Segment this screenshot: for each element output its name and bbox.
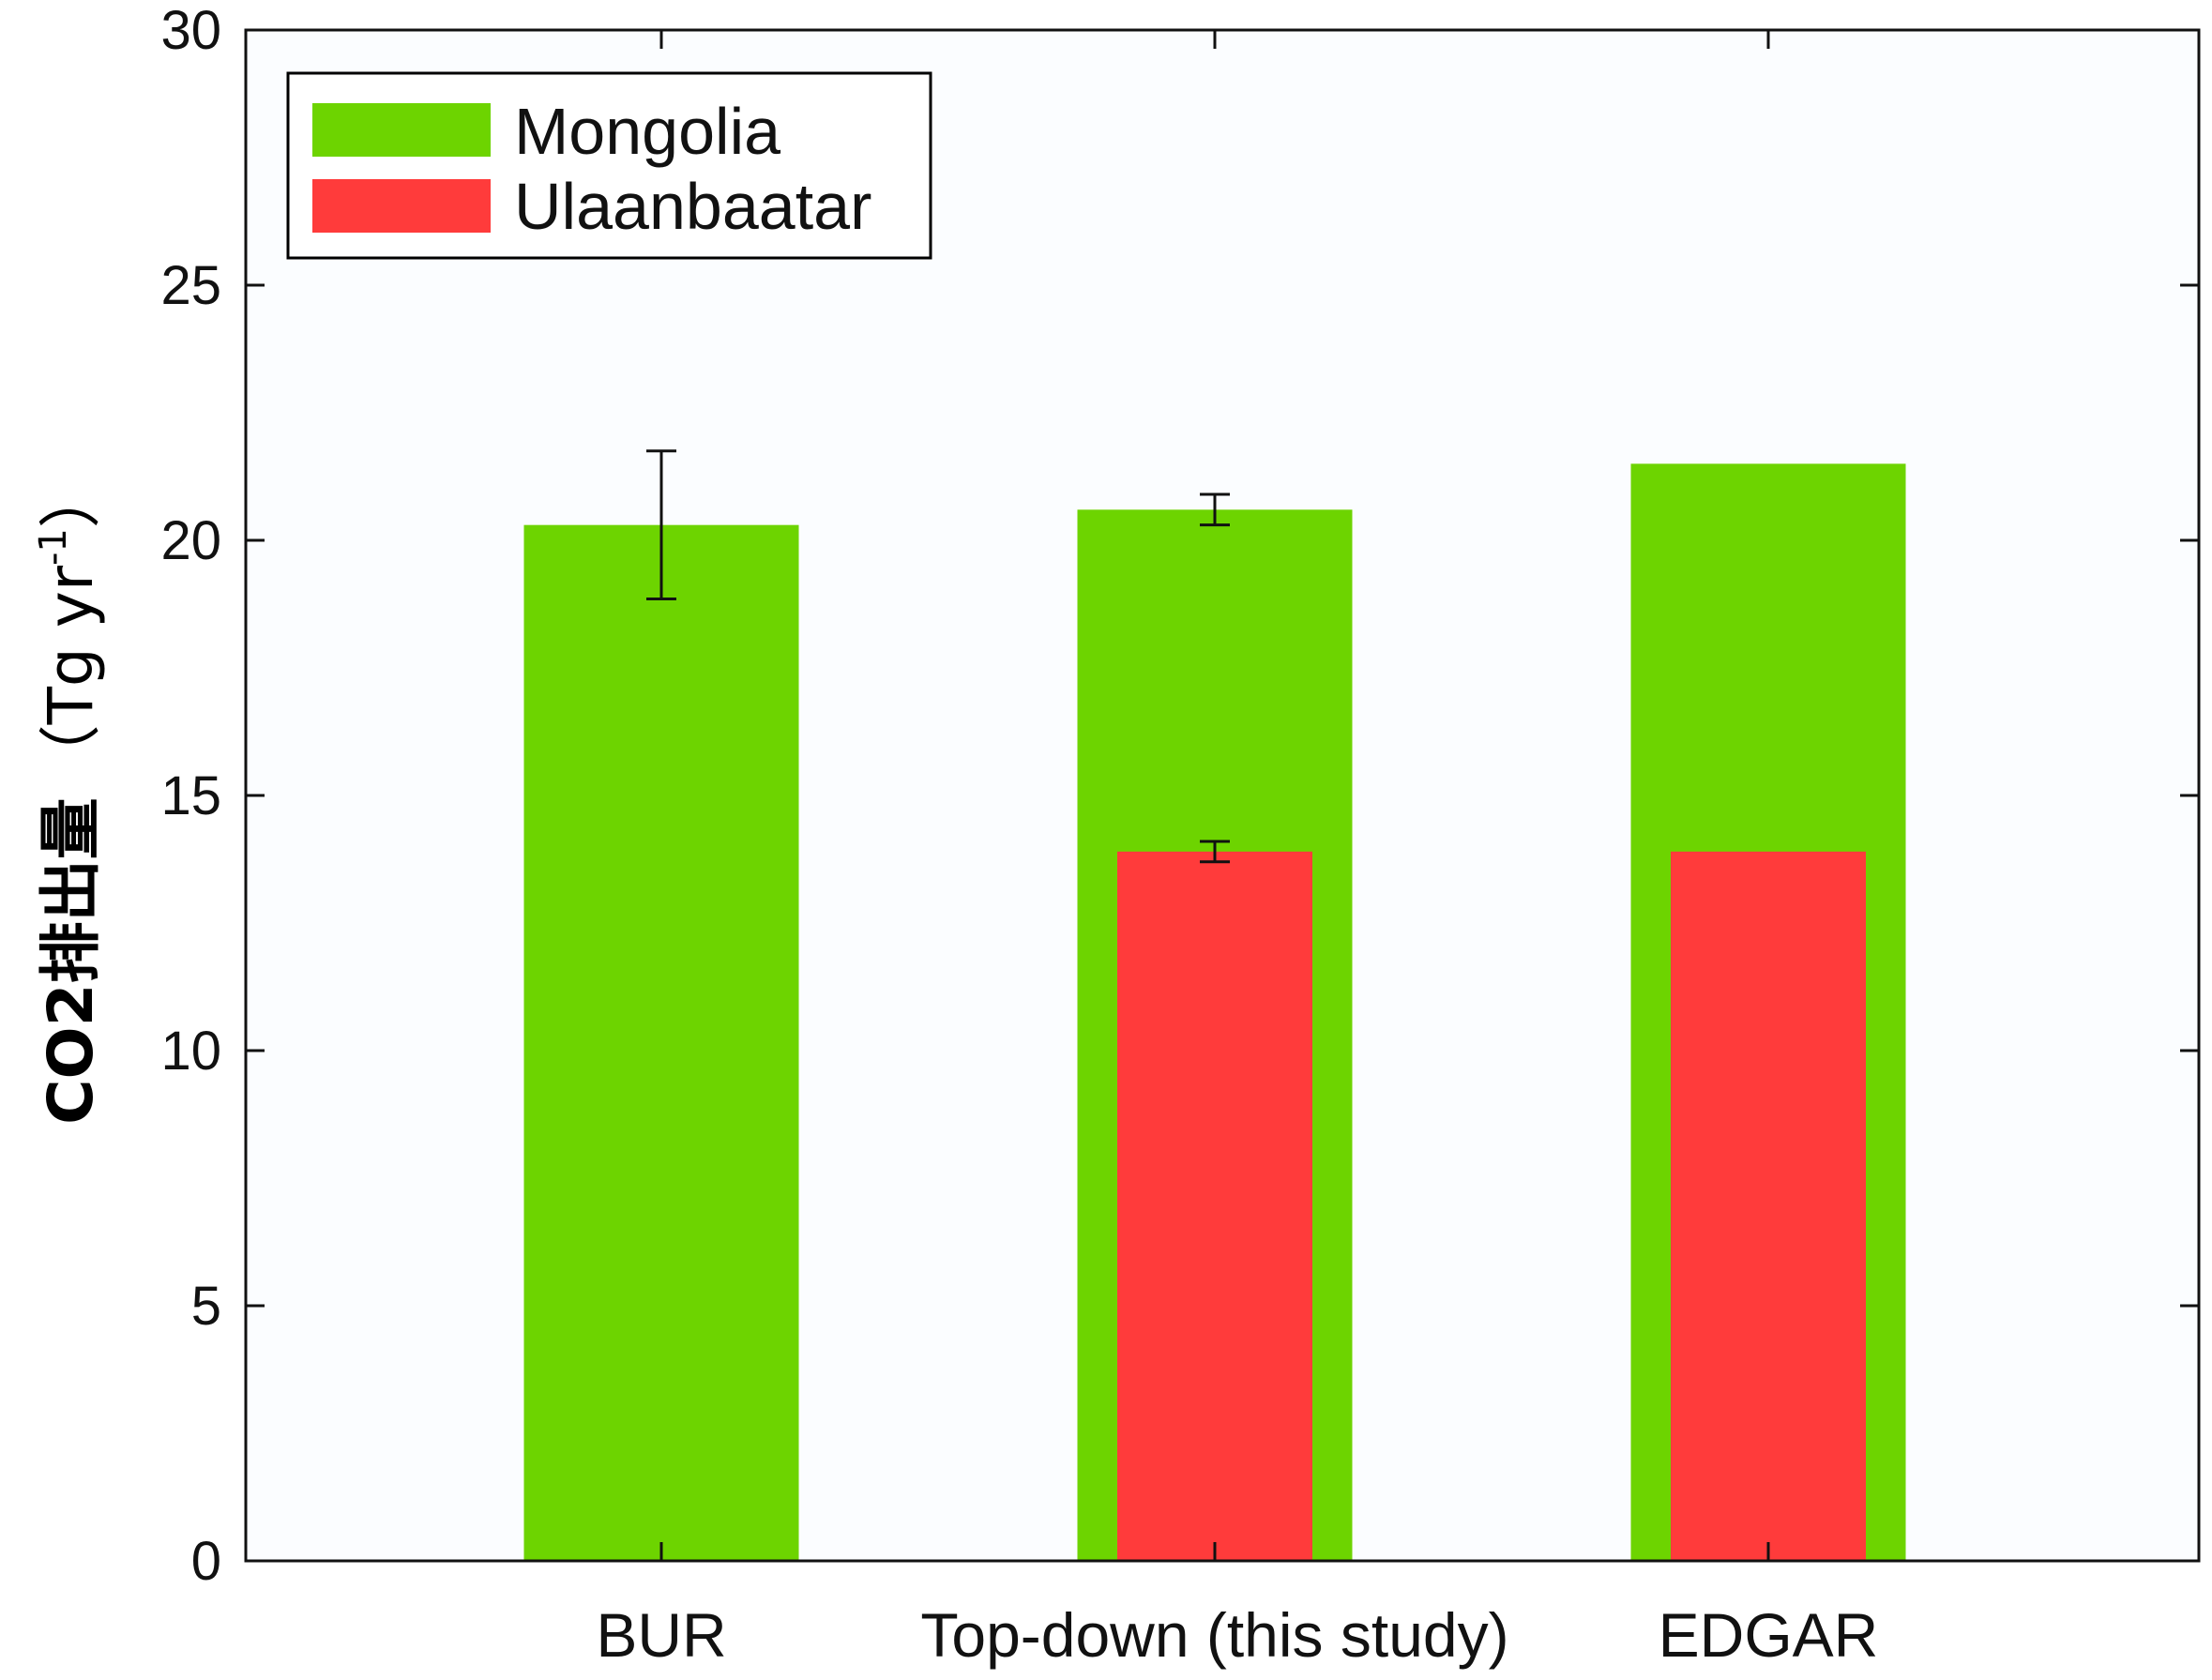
y-tick-label-0: 0: [191, 1531, 221, 1592]
x-category-label-bur: BUR: [596, 1600, 726, 1670]
y-axis-label: CO2排出量 （Tg yr-1）: [32, 466, 107, 1125]
x-category-label-top-down-this-study: Top-down (this study): [920, 1600, 1508, 1670]
legend: Mongolia Ulaanbaatar: [286, 71, 932, 260]
axes-layer: 0 5 10 15 20 25 30 BUR Top-down (this study) EDGA…: [160, 0, 2201, 1670]
bar-ulaanbaatar-edgar: [1671, 851, 1866, 1561]
legend-label-mongolia: Mongolia: [514, 95, 780, 168]
y-tick-label-25: 25: [160, 255, 221, 316]
bars-layer: [523, 449, 1906, 1562]
y-tick-label-15: 15: [160, 765, 221, 826]
y-tick-label-30: 30: [160, 0, 221, 61]
legend-swatch-mongolia: [312, 103, 491, 157]
legend-swatch-ulaanbaatar: [312, 179, 491, 233]
y-axis-label-unit-close: ）: [35, 466, 107, 528]
y-axis-label-unit-open: （Tg yr: [35, 565, 107, 786]
y-tick-label-10: 10: [160, 1021, 221, 1082]
bar-mongolia-bur: [523, 524, 799, 1562]
x-category-label-edgar: EDGAR: [1659, 1600, 1879, 1670]
y-tick-label-20: 20: [160, 510, 221, 571]
y-axis-label-unit-sup: -1: [32, 528, 75, 566]
y-tick-label-5: 5: [191, 1276, 221, 1337]
y-axis-label-main: CO2排出量: [35, 797, 107, 1124]
legend-label-ulaanbaatar: Ulaanbaatar: [514, 170, 871, 243]
bar-ulaanbaatar-top-down-this-study: [1117, 851, 1312, 1561]
